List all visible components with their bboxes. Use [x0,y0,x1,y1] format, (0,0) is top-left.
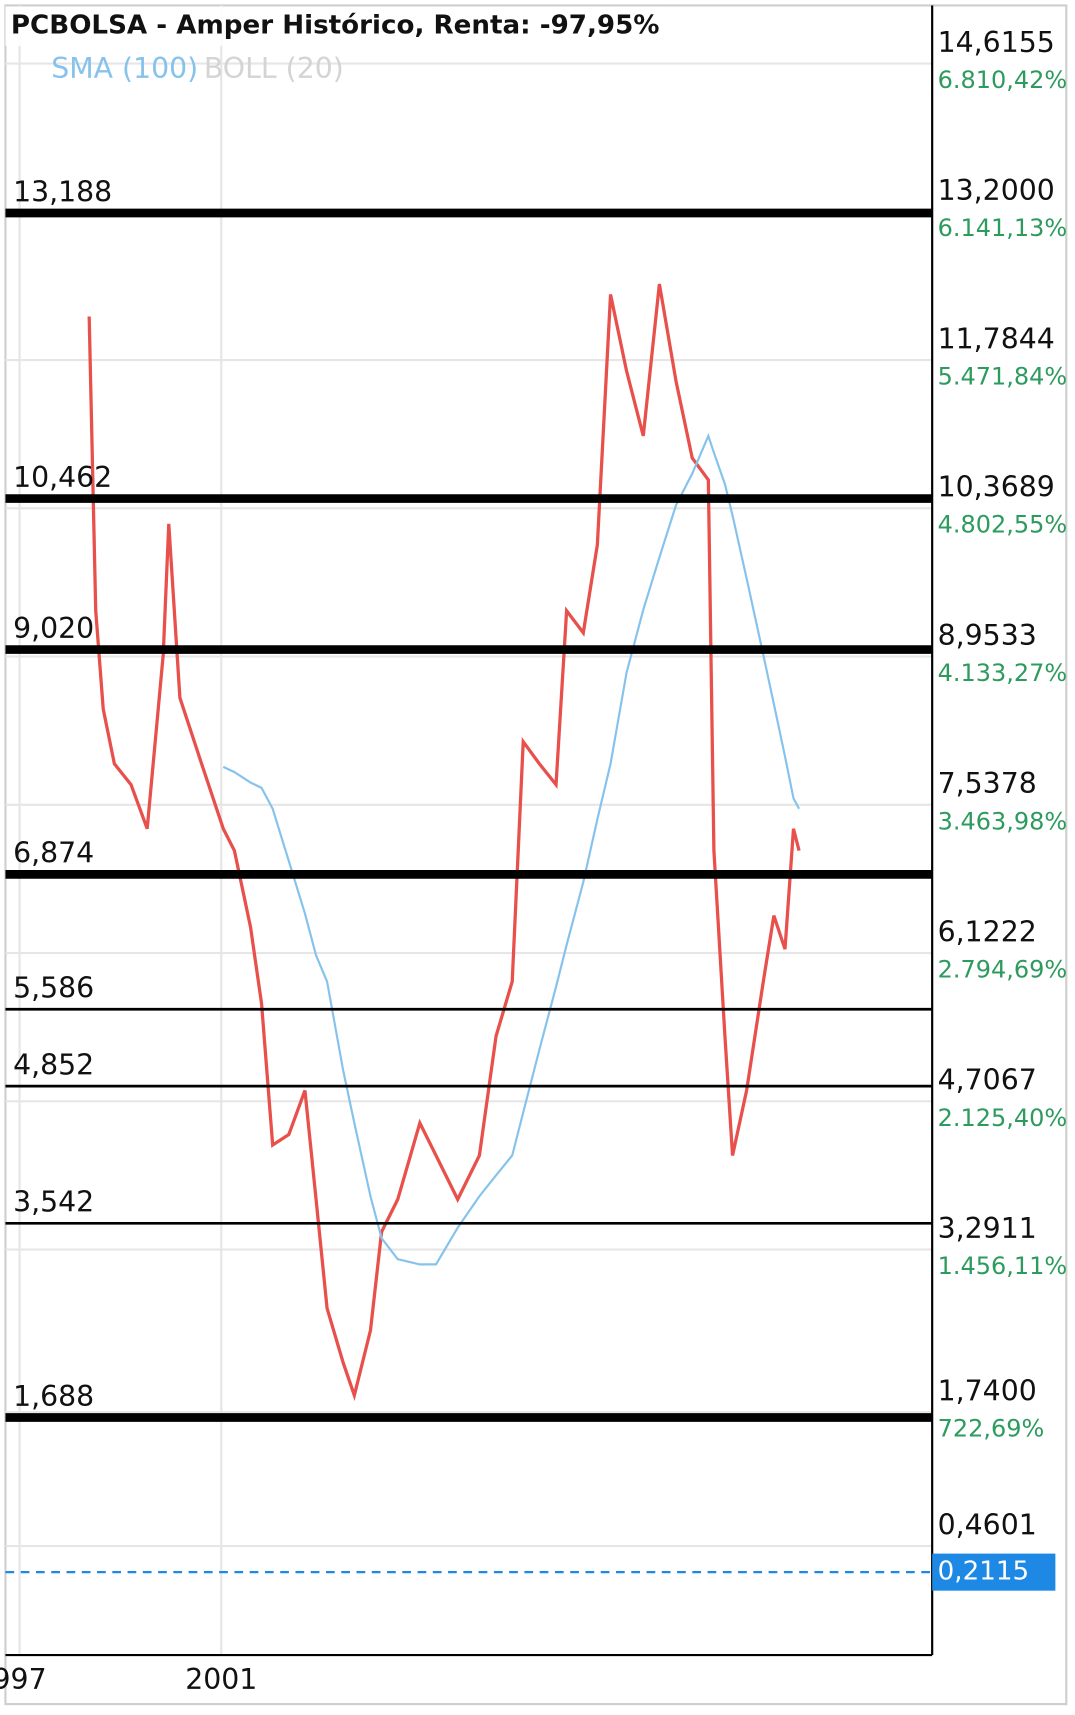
y-tick-label: 10,3689 [938,471,1055,504]
y-tick-label: 1,7400 [938,1374,1037,1407]
x-tick-label: 2001 [185,1663,257,1696]
x-tick-label: 997 [0,1663,47,1696]
plot [5,208,933,1574]
level-label: 3,542 [13,1186,94,1219]
level-label: 5,586 [13,972,94,1005]
y-tick-label: 13,2000 [938,174,1055,207]
labels: 14,6155 6.810,42% 13,2000 6.141,13% 11,7844 5… [0,26,1067,1696]
y-tick-label: 3,2911 [938,1212,1037,1245]
sma-line [222,432,801,1266]
level-label: 9,020 [13,612,94,645]
y-tick-label: 4,7067 [938,1064,1037,1097]
legend-entry: SMA (100) [51,52,198,85]
last-price-tag [932,1553,1056,1591]
level-label: 1,688 [13,1380,94,1413]
y-tick-label: 6,1222 [938,915,1037,948]
level-label: 6,874 [13,837,94,870]
level-label: 10,462 [13,461,112,494]
y-tick-return: 2.794,69% [938,956,1068,984]
last-price-label: 0,2115 [938,1557,1030,1587]
chart-title: PCBOLSA - Amper Histórico, Renta: -97,95… [11,11,660,41]
y-tick-return: 3.463,98% [938,807,1068,835]
y-tick-return: 722,69% [938,1414,1045,1442]
title-box [5,6,660,46]
y-tick-return: 6.810,42% [938,66,1068,94]
y-tick-return: 5.471,84% [938,362,1068,390]
y-tick-label: 8,9533 [938,619,1037,652]
level-label: 4,852 [13,1048,94,1081]
y-tick-return: 2.125,40% [938,1104,1068,1132]
frame [4,4,1068,1706]
legend-entry: BOLL (20) [204,52,344,85]
grid [5,5,933,1656]
level-label: 13,188 [13,175,112,208]
y-tick-label: 7,5378 [938,767,1037,800]
y-tick-return: 4.133,27% [938,659,1068,687]
y-tick-label: 0,4601 [938,1508,1037,1541]
y-tick-return: 1.456,11% [938,1252,1068,1280]
y-tick-label: 11,7844 [938,322,1055,355]
price-line [87,283,801,1402]
y-tick-label: 14,6155 [938,26,1055,59]
y-tick-return: 4.802,55% [938,511,1068,539]
y-tick-return: 6.141,13% [938,214,1068,242]
